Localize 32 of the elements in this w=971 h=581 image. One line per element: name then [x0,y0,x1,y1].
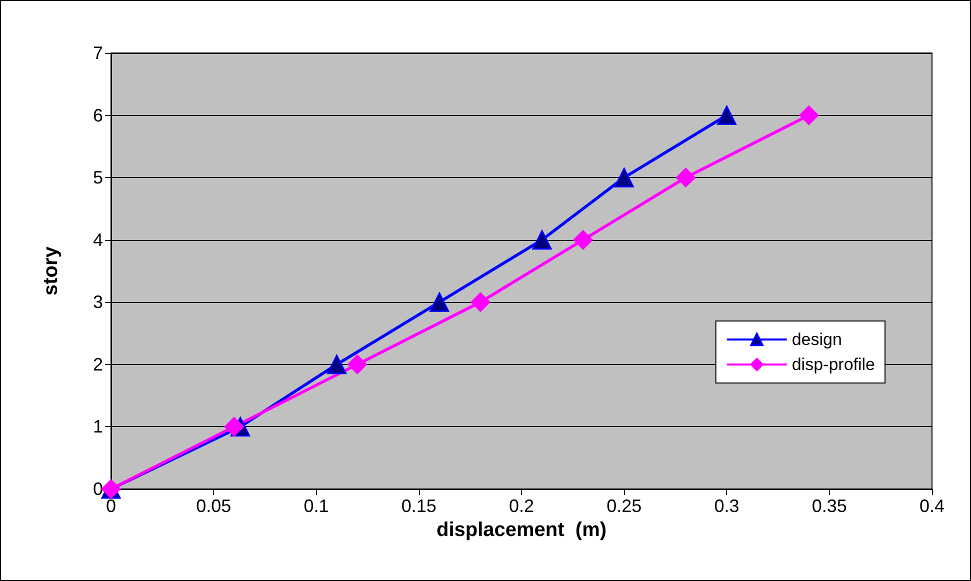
y-tick-label: 4 [92,230,103,250]
y-tick-label: 1 [92,416,103,437]
x-tick-label: 0.1 [304,496,329,516]
x-tick-label: 0.15 [401,496,436,516]
x-tick-label: 0.35 [812,496,847,516]
y-tick-label: 6 [92,105,103,126]
point [717,106,736,126]
x-tick-label: 0.2 [508,496,534,516]
point [430,292,450,312]
x-tick-label: 0.25 [606,496,642,516]
point [224,416,244,436]
y-axis-title: story [40,246,62,296]
x-tick-label: 0.05 [196,496,232,516]
point [532,230,552,250]
x-tick-label: 0 [106,496,116,516]
y-tick-label: 5 [92,168,103,188]
point [327,354,347,374]
point [573,230,593,250]
point [799,106,819,126]
y-tick-label: 2 [92,354,103,374]
point [676,168,696,188]
legend-label: disp-profile [792,355,876,374]
y-tick-label: 3 [92,292,103,312]
x-tick-label: 0.4 [919,496,945,516]
y-tick-label: 0 [92,479,103,499]
point [470,292,490,312]
point [614,168,634,188]
legend-label: design [792,330,842,349]
y-tick-label: 7 [92,43,103,63]
x-tick-label: 0.3 [714,496,740,516]
point [348,354,368,374]
x-axis-title: displacement (m) [436,518,607,541]
